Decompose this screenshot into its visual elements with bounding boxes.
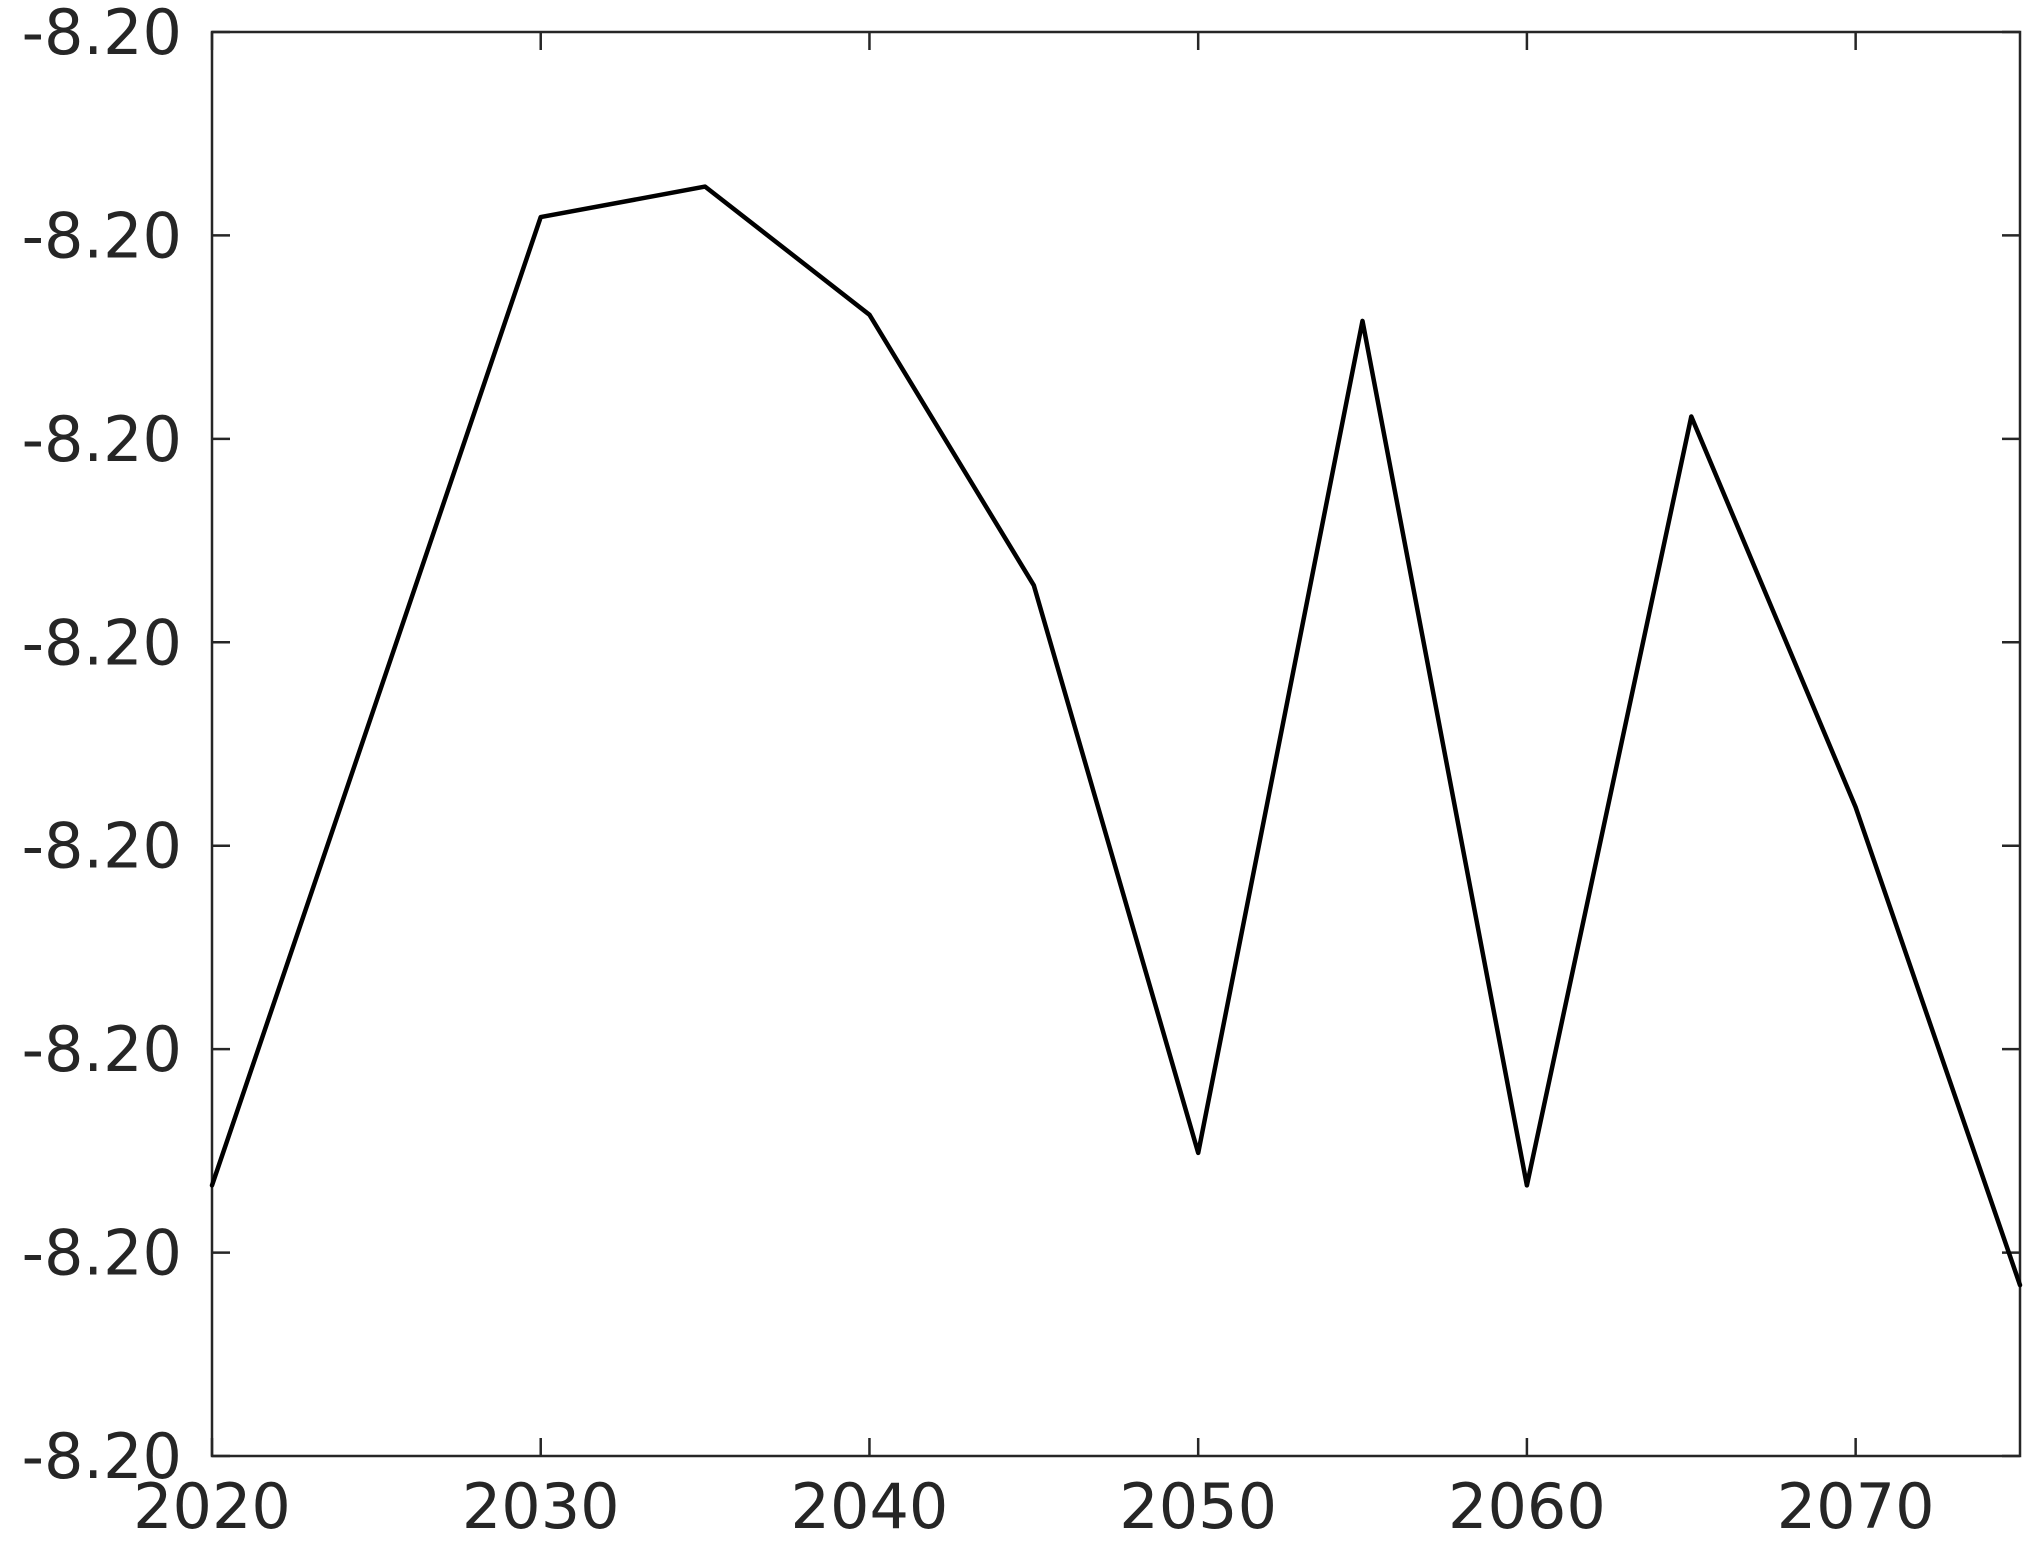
y-axis-tick-labels: -8.20 -8.20 -8.20 -8.20 -8.20 -8.20 -8.20 -8.20	[22, 0, 182, 1493]
y-tick-label: -8.20	[22, 1420, 182, 1493]
axis-ticks	[210, 30, 2020, 1458]
series-line	[209, 184, 2023, 1288]
x-tick-label: 2060	[1448, 1470, 1606, 1543]
y-tick-label: -8.20	[22, 0, 182, 69]
x-tick-label: 2040	[791, 1470, 949, 1543]
y-tick-label: -8.20	[22, 403, 182, 476]
y-tick-label: -8.20	[22, 199, 182, 272]
y-tick-label: -8.20	[22, 1013, 182, 1086]
y-tick-label: -8.20	[22, 606, 182, 679]
plot-frame	[210, 30, 2022, 1458]
x-tick-label: 2020	[133, 1470, 291, 1543]
x-tick-label: 2050	[1119, 1470, 1277, 1543]
y-tick-label: -8.20	[22, 1217, 182, 1290]
x-tick-label: 2070	[1777, 1470, 1935, 1543]
x-tick-label: 2030	[462, 1470, 620, 1543]
x-axis-tick-labels: 2020 2030 2040 2050 2060 2070	[133, 1470, 1934, 1543]
y-tick-label: -8.20	[22, 810, 182, 883]
